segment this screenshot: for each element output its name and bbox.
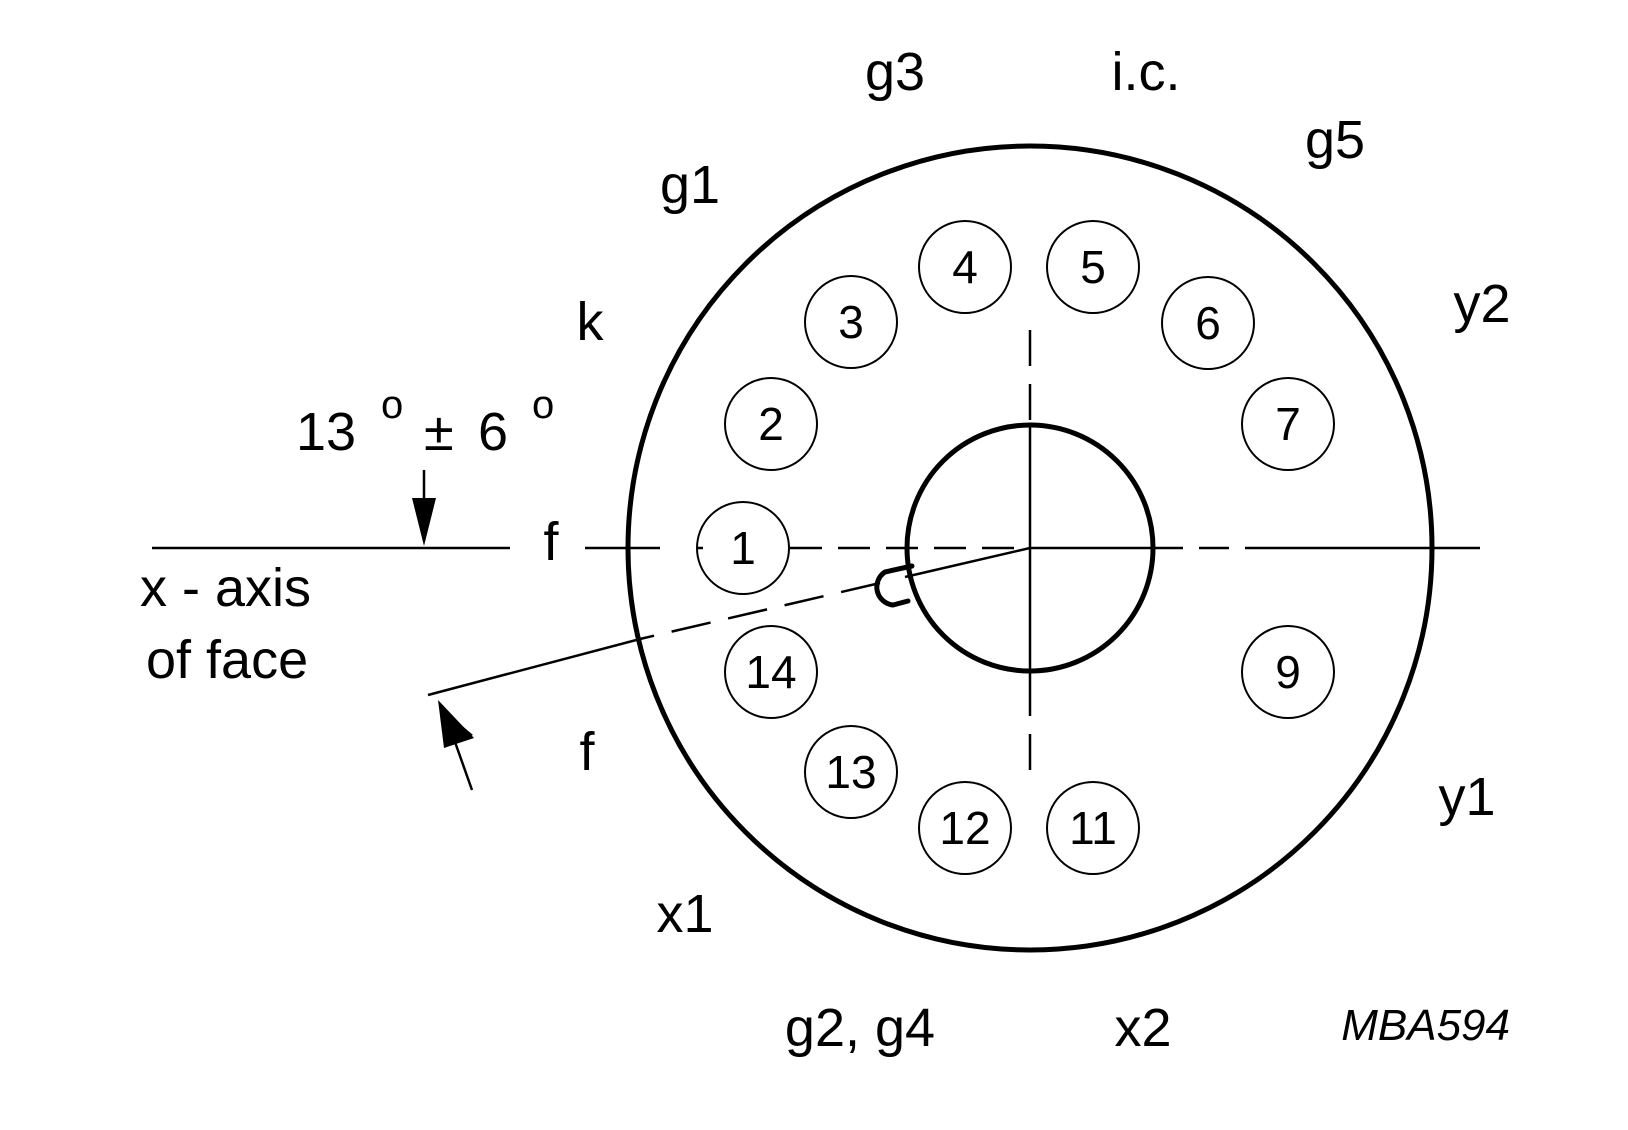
pin-1-label: 1 xyxy=(730,522,756,574)
tilted-line-outer xyxy=(427,637,641,697)
pin-11: 11 xyxy=(1046,781,1140,875)
pin-4: 4 xyxy=(918,220,1012,314)
label-f-top: f xyxy=(543,512,559,572)
tilted-line-solid xyxy=(904,546,1031,579)
label-f-bottom: f xyxy=(579,722,595,782)
pin-13: 13 xyxy=(804,725,898,819)
angle-tolerance: 6 xyxy=(478,402,508,462)
label-y2: y2 xyxy=(1453,274,1510,334)
pin-5-label: 5 xyxy=(1080,241,1106,293)
angle-spec: 13 o ± 6 o xyxy=(296,383,554,462)
pin-14: 14 xyxy=(724,625,818,719)
label-x2: x2 xyxy=(1114,998,1171,1058)
pin-6: 6 xyxy=(1161,276,1255,370)
pin-2-label: 2 xyxy=(758,398,784,450)
pin-12-label: 12 xyxy=(939,802,990,854)
angle-arrow-bottom xyxy=(438,700,474,791)
label-k: k xyxy=(577,292,605,352)
axis-label-line2: of face xyxy=(146,630,308,690)
label-g1: g1 xyxy=(660,155,720,215)
tilted-line-dashed xyxy=(639,581,881,641)
axis-label-line1: x - axis xyxy=(140,558,311,618)
pin-1: 1 xyxy=(696,501,790,595)
pin-7: 7 xyxy=(1241,377,1335,471)
pin-4-label: 4 xyxy=(952,241,978,293)
angle-arrow-top xyxy=(412,470,436,546)
pin-3-label: 3 xyxy=(838,296,864,348)
angle-plus-minus: ± xyxy=(424,402,454,462)
pin-2: 2 xyxy=(724,377,818,471)
label-x1: x1 xyxy=(656,884,713,944)
angle-degree-mark: o xyxy=(381,383,403,427)
pin-5: 5 xyxy=(1046,220,1140,314)
pin-6-label: 6 xyxy=(1195,297,1221,349)
angle-tolerance-degree-mark: o xyxy=(532,383,554,427)
hub-key-slot xyxy=(874,563,915,608)
label-g5: g5 xyxy=(1305,110,1365,170)
pin-9: 9 xyxy=(1241,625,1335,719)
label-y1: y1 xyxy=(1438,767,1495,827)
pin-12: 12 xyxy=(918,781,1012,875)
pin-7-label: 7 xyxy=(1275,398,1301,450)
pin-13-label: 13 xyxy=(825,746,876,798)
drawing-code: MBA594 xyxy=(1341,1001,1510,1050)
label-g2-g4: g2, g4 xyxy=(785,998,935,1058)
pin-11-label: 11 xyxy=(1069,802,1117,854)
label-g3: g3 xyxy=(865,42,925,102)
pin-9-label: 9 xyxy=(1275,646,1301,698)
pin-3: 3 xyxy=(804,275,898,369)
label-ic: i.c. xyxy=(1111,42,1180,102)
angle-value: 13 xyxy=(296,402,356,462)
pin-14-label: 14 xyxy=(745,646,796,698)
